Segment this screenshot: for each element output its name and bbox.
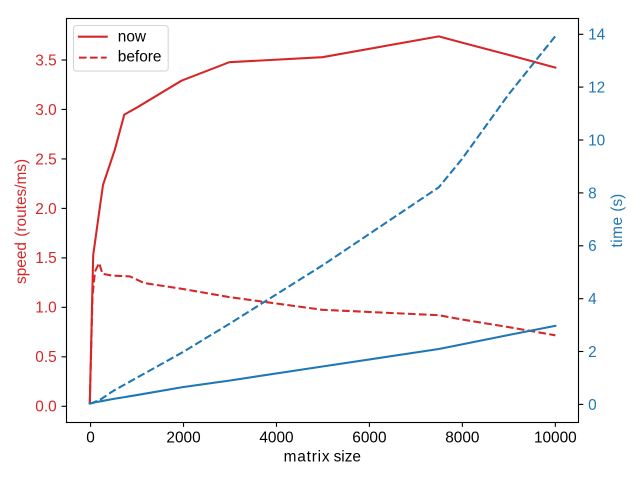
svg-text:time: time [609, 216, 626, 247]
svg-text:8000: 8000 [445, 430, 479, 447]
svg-text:3.5: 3.5 [35, 52, 56, 69]
svg-text:1.0: 1.0 [35, 300, 56, 317]
svg-text:(s): (s) [609, 194, 626, 212]
svg-text:10000: 10000 [534, 430, 577, 447]
svg-text:10: 10 [588, 132, 605, 149]
svg-text:12: 12 [588, 80, 605, 97]
svg-text:now: now [118, 29, 147, 46]
svg-text:before: before [118, 49, 162, 66]
svg-text:(routes/ms): (routes/ms) [13, 159, 30, 237]
svg-text:0.0: 0.0 [35, 399, 56, 416]
svg-text:size: size [334, 449, 361, 466]
svg-text:2.5: 2.5 [35, 151, 56, 168]
svg-text:3.0: 3.0 [35, 102, 56, 119]
svg-text:4: 4 [588, 291, 597, 308]
svg-text:0: 0 [86, 430, 95, 447]
svg-text:2000: 2000 [166, 430, 200, 447]
svg-text:2: 2 [588, 344, 597, 361]
svg-text:8: 8 [588, 185, 597, 202]
svg-text:6000: 6000 [352, 430, 386, 447]
svg-text:0.5: 0.5 [35, 349, 56, 366]
svg-text:speed: speed [13, 242, 30, 284]
svg-text:14: 14 [588, 27, 606, 44]
svg-text:2.0: 2.0 [35, 201, 56, 218]
svg-text:6: 6 [588, 238, 597, 255]
svg-text:4000: 4000 [259, 430, 293, 447]
svg-text:0: 0 [588, 397, 597, 414]
svg-text:1.5: 1.5 [35, 250, 56, 267]
svg-text:matrix: matrix [284, 449, 331, 466]
